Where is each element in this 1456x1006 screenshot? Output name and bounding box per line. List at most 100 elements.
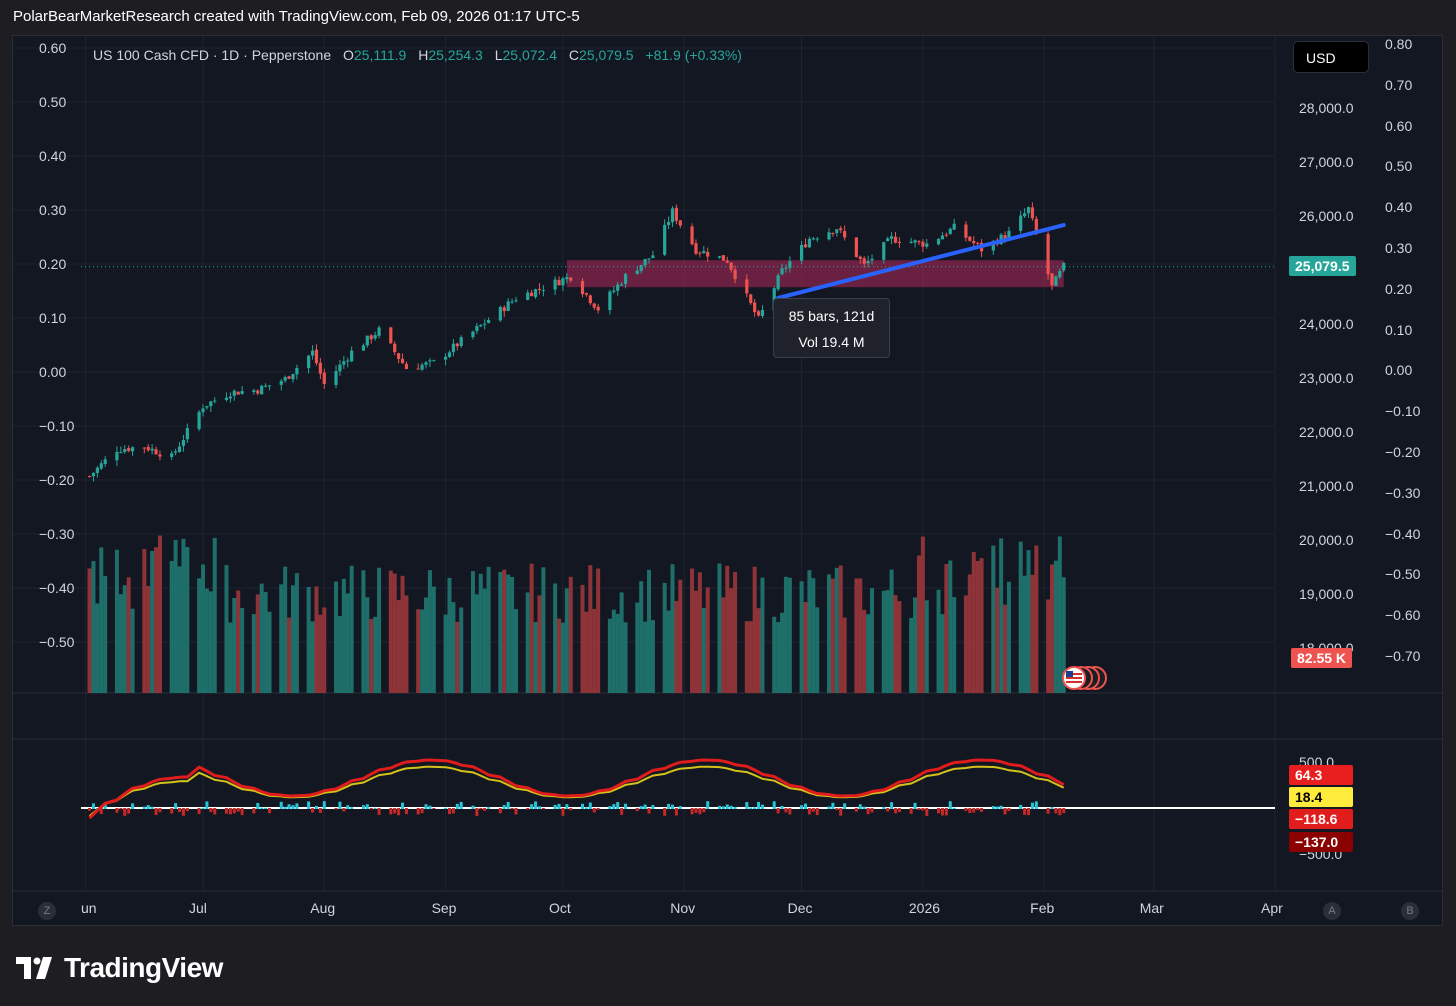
osc-histogram-bar — [800, 805, 804, 809]
candle-body — [882, 242, 886, 260]
volume-bar — [283, 566, 288, 693]
volume-bar — [251, 614, 256, 693]
candle-body — [1030, 207, 1035, 219]
candle-body — [854, 237, 858, 257]
volume-bar — [674, 600, 679, 693]
osc-histogram-bar — [393, 808, 397, 814]
candle-body — [209, 401, 213, 407]
right-axis-tick: 0.00 — [1385, 362, 1413, 379]
tradingview-logo[interactable]: TradingView — [16, 950, 223, 986]
volume-bar — [776, 622, 781, 693]
candle-body — [968, 236, 972, 241]
osc-histogram-bar — [91, 803, 95, 809]
low-label: L — [494, 47, 503, 63]
osc-histogram-bar — [780, 805, 784, 809]
candle-body — [475, 326, 479, 331]
volume-bar — [783, 576, 788, 693]
volume-bar — [842, 617, 847, 693]
osc-main-line — [88, 758, 1065, 820]
osc-histogram-bar — [256, 803, 260, 809]
volume-bar — [1006, 581, 1011, 693]
osc-histogram-bar — [948, 801, 952, 809]
candle-body — [334, 371, 338, 385]
candle-body — [811, 238, 815, 240]
b-button[interactable]: B — [1401, 902, 1419, 920]
volume-bar — [967, 574, 972, 693]
candle-body — [893, 236, 898, 243]
chart-frame[interactable]: US 100 Cash CFD · 1D · Pepperstone O25,1… — [12, 35, 1443, 926]
high-value: 25,254.3 — [428, 47, 483, 63]
right-axis-tick: 0.60 — [1385, 117, 1413, 134]
volume-bar — [647, 569, 652, 693]
time-axis-tick: Dec — [787, 900, 813, 916]
volume-bar — [705, 587, 710, 693]
volume-bar — [596, 568, 601, 693]
symbol-info[interactable]: US 100 Cash CFD · 1D · Pepperstone — [93, 47, 332, 63]
osc-value-2: 18.4 — [1289, 787, 1353, 807]
volume-bar — [924, 600, 929, 693]
auto-scale-button[interactable]: A — [1323, 902, 1341, 920]
candle-body — [561, 278, 565, 286]
volume-bar — [498, 571, 503, 693]
volume-bar — [909, 617, 914, 693]
osc-histogram-bar — [295, 803, 299, 809]
candle-body — [87, 476, 92, 478]
trendline — [776, 223, 1066, 300]
osc-histogram-bar — [717, 805, 721, 809]
volume-bar — [881, 590, 886, 693]
osc-histogram-bar — [158, 808, 162, 813]
osc-histogram-bar — [240, 808, 244, 816]
volume-bar — [447, 577, 452, 693]
chart-canvas[interactable] — [13, 36, 1442, 925]
osc-histogram-bar — [772, 801, 776, 809]
close-value: 25,079.5 — [579, 47, 634, 63]
osc-histogram-bar — [616, 802, 620, 809]
time-axis-tick: 2026 — [908, 900, 941, 916]
osc-histogram-bar — [698, 808, 702, 815]
candle-body — [886, 238, 890, 242]
volume-bar — [760, 577, 765, 693]
candle-body — [373, 335, 377, 339]
candle-body — [369, 335, 373, 340]
volume-bar — [889, 569, 894, 693]
osc-histogram-bar — [236, 808, 240, 812]
osc-histogram-bar — [776, 808, 780, 814]
osc-histogram-bar — [526, 808, 530, 810]
candle-body — [479, 324, 483, 327]
candle-body — [651, 255, 655, 258]
volume-bar — [690, 568, 695, 693]
left-axis-tick: 0.60 — [39, 40, 67, 56]
candle-body — [596, 306, 600, 311]
osc-histogram-bar — [784, 808, 788, 813]
volume-bar — [345, 593, 350, 693]
osc-histogram-bar — [663, 808, 667, 816]
candle-body — [291, 373, 295, 380]
candle-body — [780, 268, 784, 275]
osc-histogram-bar — [119, 808, 123, 810]
osc-histogram-bar — [1003, 808, 1007, 815]
volume-bar — [697, 572, 702, 693]
right-axis-tick: −0.70 — [1385, 648, 1421, 664]
volume-bar — [169, 561, 174, 693]
osc-histogram-bar — [424, 804, 428, 809]
currency-button[interactable]: USD — [1293, 41, 1369, 73]
candle-body — [181, 440, 186, 446]
volume-bar — [392, 573, 397, 693]
volume-bar — [1030, 574, 1035, 693]
volume-bar — [506, 574, 511, 693]
osc-histogram-bar — [377, 808, 381, 815]
volume-bar — [361, 570, 366, 693]
candle-body — [377, 327, 381, 336]
osc-histogram-bar — [843, 803, 847, 809]
osc-histogram-bar — [1054, 808, 1058, 814]
osc-histogram-bar — [1034, 801, 1038, 809]
osc-histogram-bar — [749, 807, 753, 809]
events-flag-icon[interactable] — [1059, 665, 1107, 691]
candle-body — [749, 294, 753, 303]
candle-body — [843, 231, 847, 238]
chart-credit: PolarBearMarketResearch created with Tra… — [13, 8, 580, 25]
osc-histogram-bar — [690, 808, 694, 815]
osc-histogram-bar — [314, 805, 318, 809]
zoom-button[interactable]: Z — [38, 902, 56, 920]
close-label: C — [568, 47, 580, 63]
